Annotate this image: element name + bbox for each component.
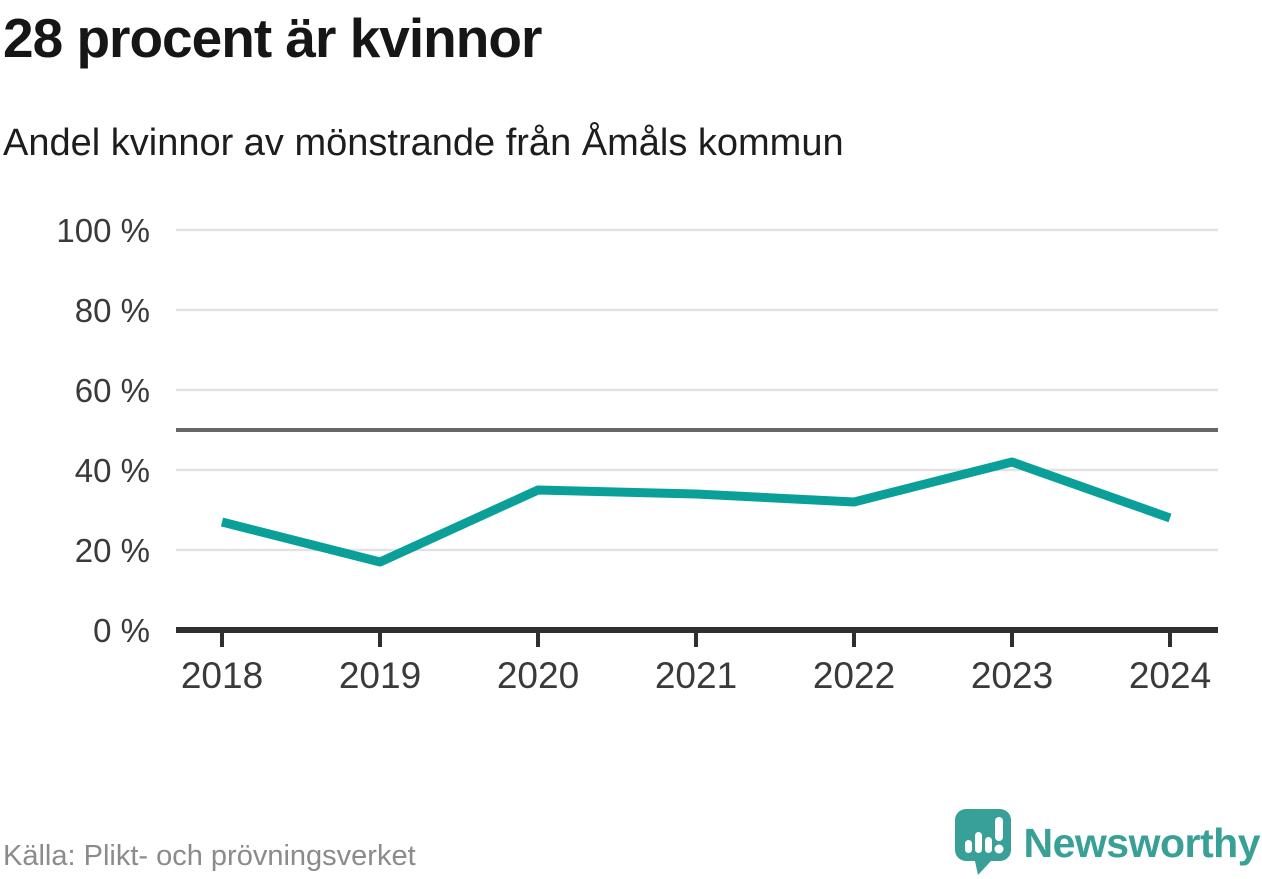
y-tick-label: 80 % [75, 292, 150, 329]
source-attribution: Källa: Plikt- och prövningsverket [3, 840, 416, 872]
x-tick-label: 2024 [1129, 655, 1211, 696]
x-tick-label: 2020 [497, 655, 579, 696]
y-tick-label: 60 % [75, 372, 150, 409]
y-tick-label: 100 % [56, 212, 150, 249]
data-line-andel-kvinnor [220, 457, 1172, 567]
line-chart-svg: 0 % 20 % 40 % 60 % 80 % 100 % 2018 2019 2020 2021… [56, 212, 1218, 696]
x-tick-label: 2022 [813, 655, 895, 696]
newsworthy-logo: Newsworthy [950, 806, 1261, 879]
y-tick-label: 20 % [75, 532, 150, 569]
newsworthy-logo-text: Newsworthy [1023, 820, 1261, 866]
line-chart: 0 % 20 % 40 % 60 % 80 % 100 % 2018 2019 2020 2021… [0, 195, 1262, 740]
chart-subtitle: Andel kvinnor av mönstrande från Åmåls k… [3, 122, 844, 164]
chart-title: 28 procent är kvinnor [3, 7, 542, 69]
y-tick-label: 0 % [93, 612, 150, 649]
x-tick-label: 2019 [339, 655, 421, 696]
newsworthy-logo-icon [950, 806, 1014, 879]
x-tick-label: 2018 [181, 655, 263, 696]
y-tick-label: 40 % [75, 452, 150, 489]
x-tick-label: 2021 [655, 655, 737, 696]
x-tick-label: 2023 [971, 655, 1053, 696]
